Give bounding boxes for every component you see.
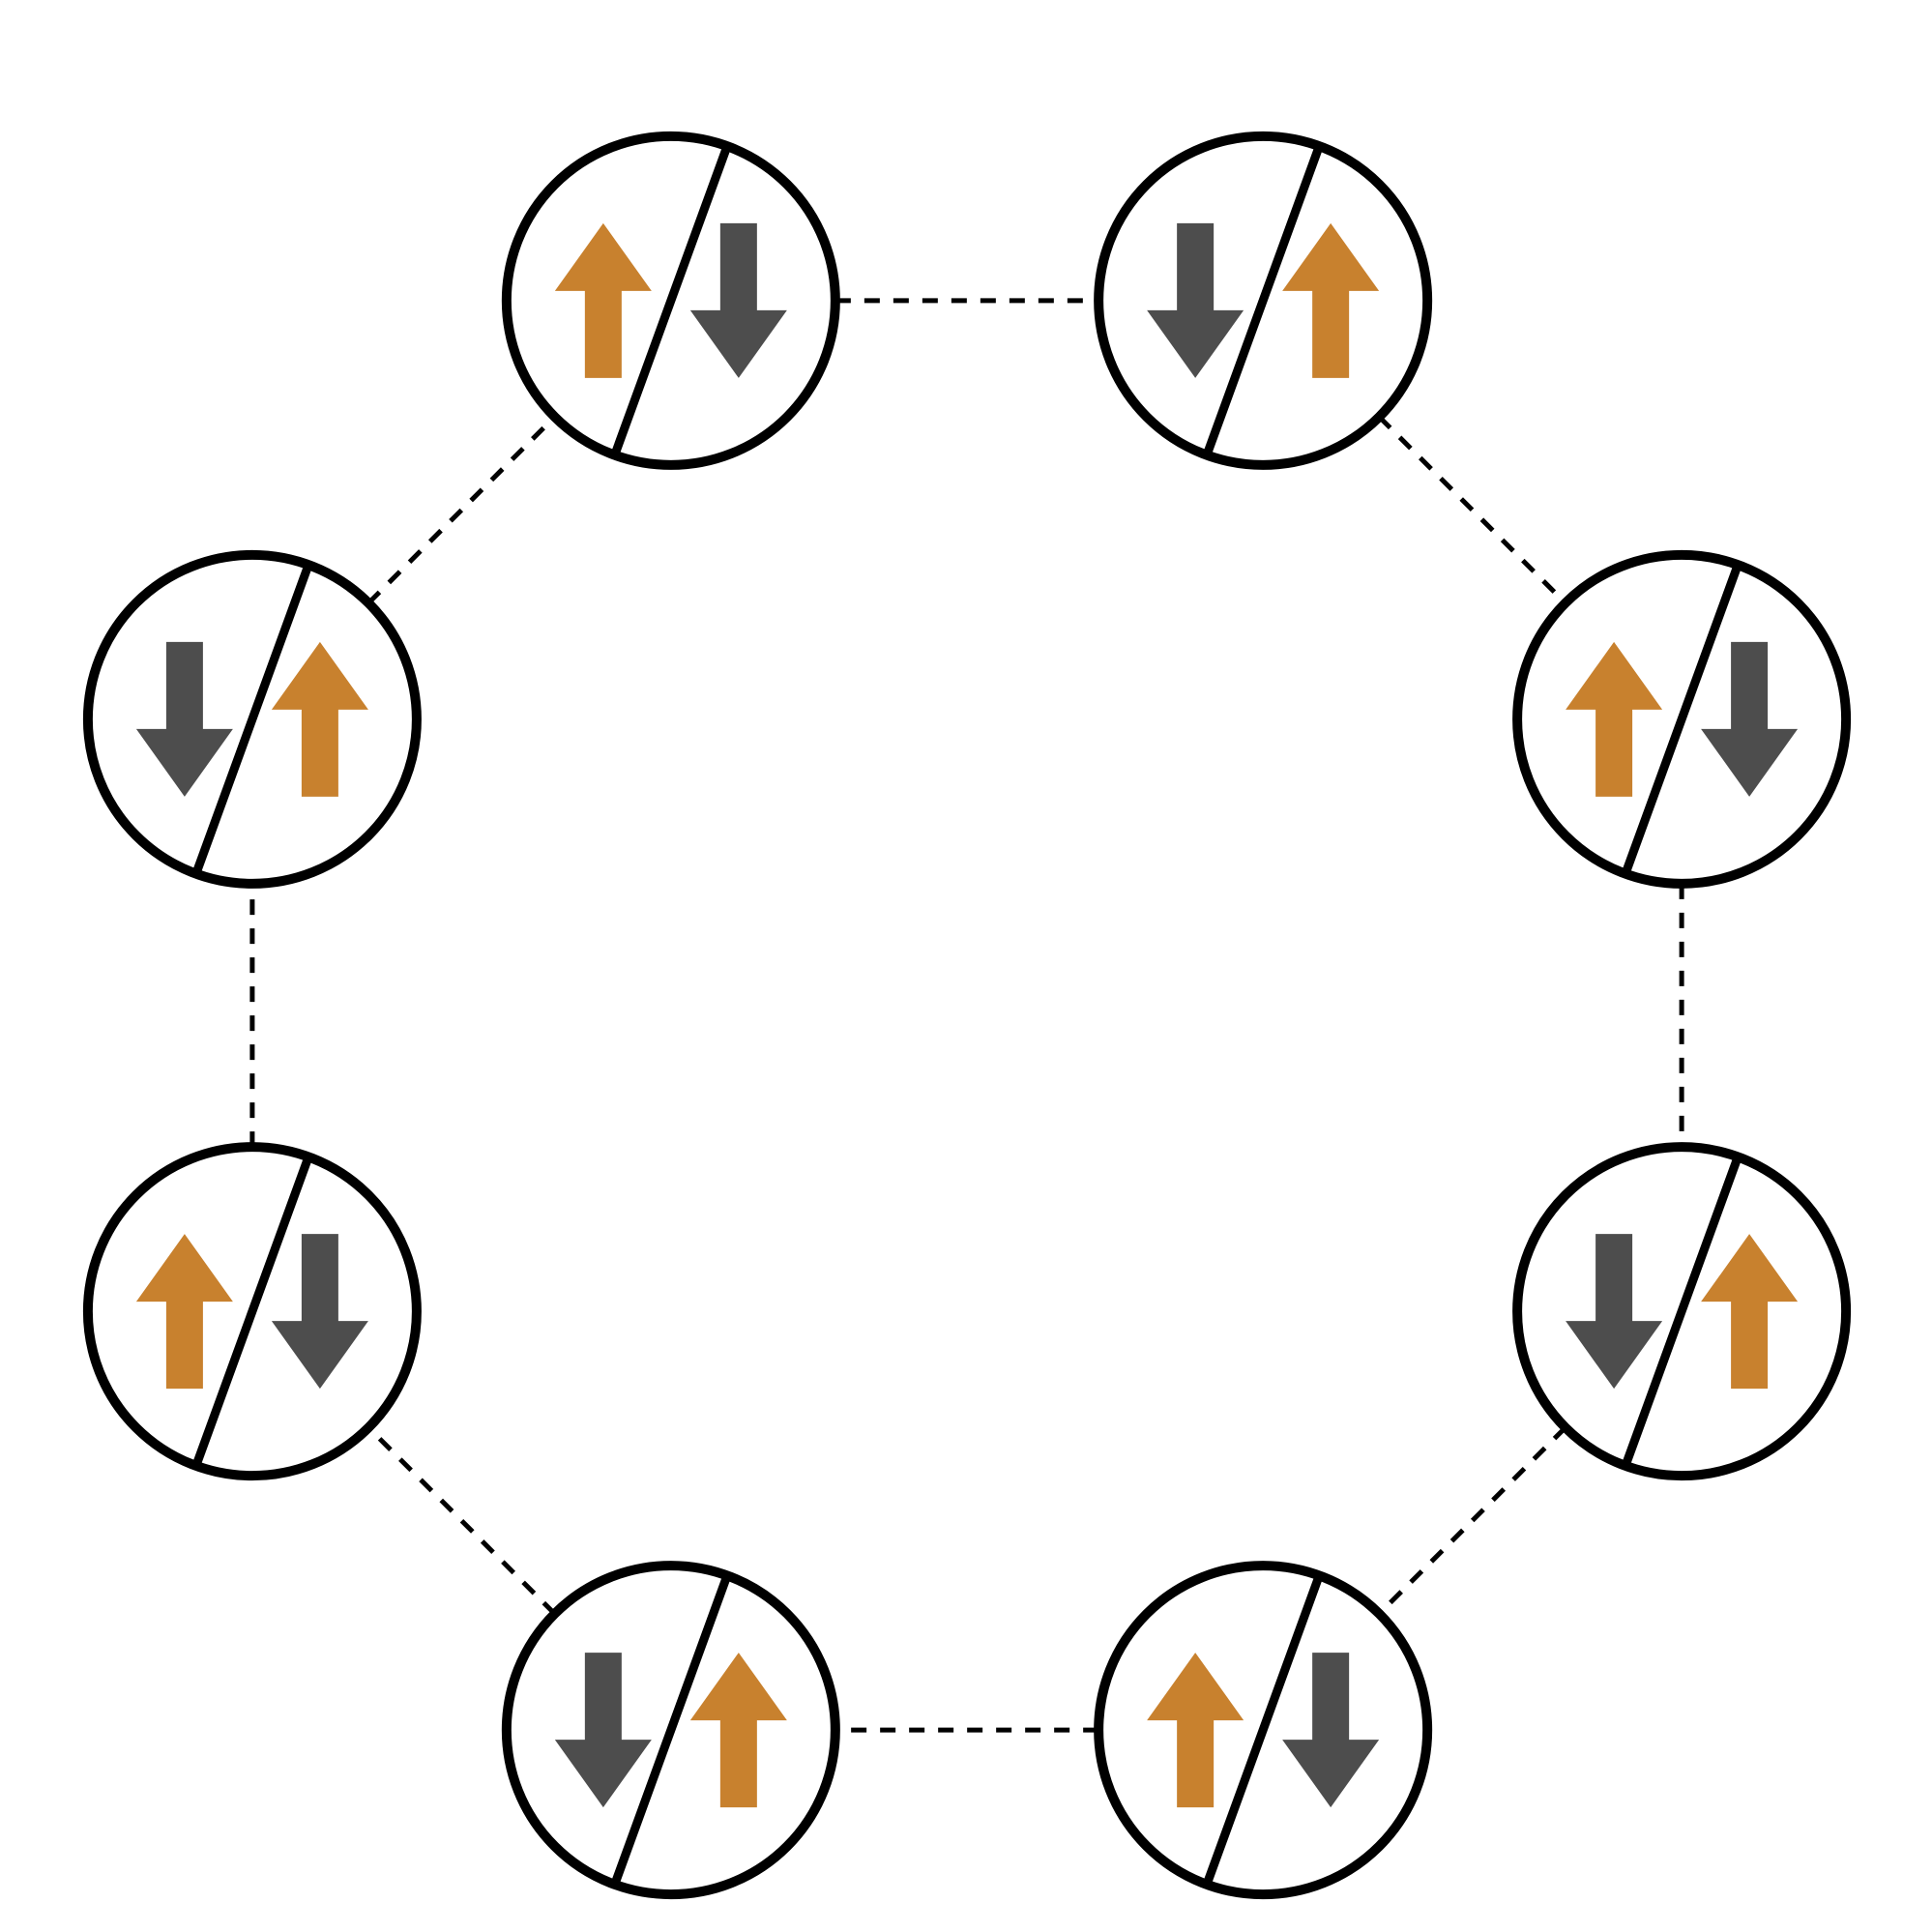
ring-edge [368, 417, 555, 603]
spin-node [1098, 1566, 1427, 1894]
spin-ring-diagram [0, 0, 1932, 1932]
spin-node [88, 555, 417, 884]
ring-edge [1379, 1427, 1566, 1614]
spin-node [507, 136, 835, 465]
spin-node [507, 1566, 835, 1894]
spin-node [88, 1147, 417, 1476]
ring-edge [368, 1427, 555, 1614]
spin-node [1517, 1147, 1846, 1476]
spin-node [1517, 555, 1846, 884]
ring-edge [1379, 417, 1566, 603]
nodes-layer [88, 136, 1846, 1894]
edges-layer [252, 301, 1682, 1730]
spin-node [1098, 136, 1427, 465]
